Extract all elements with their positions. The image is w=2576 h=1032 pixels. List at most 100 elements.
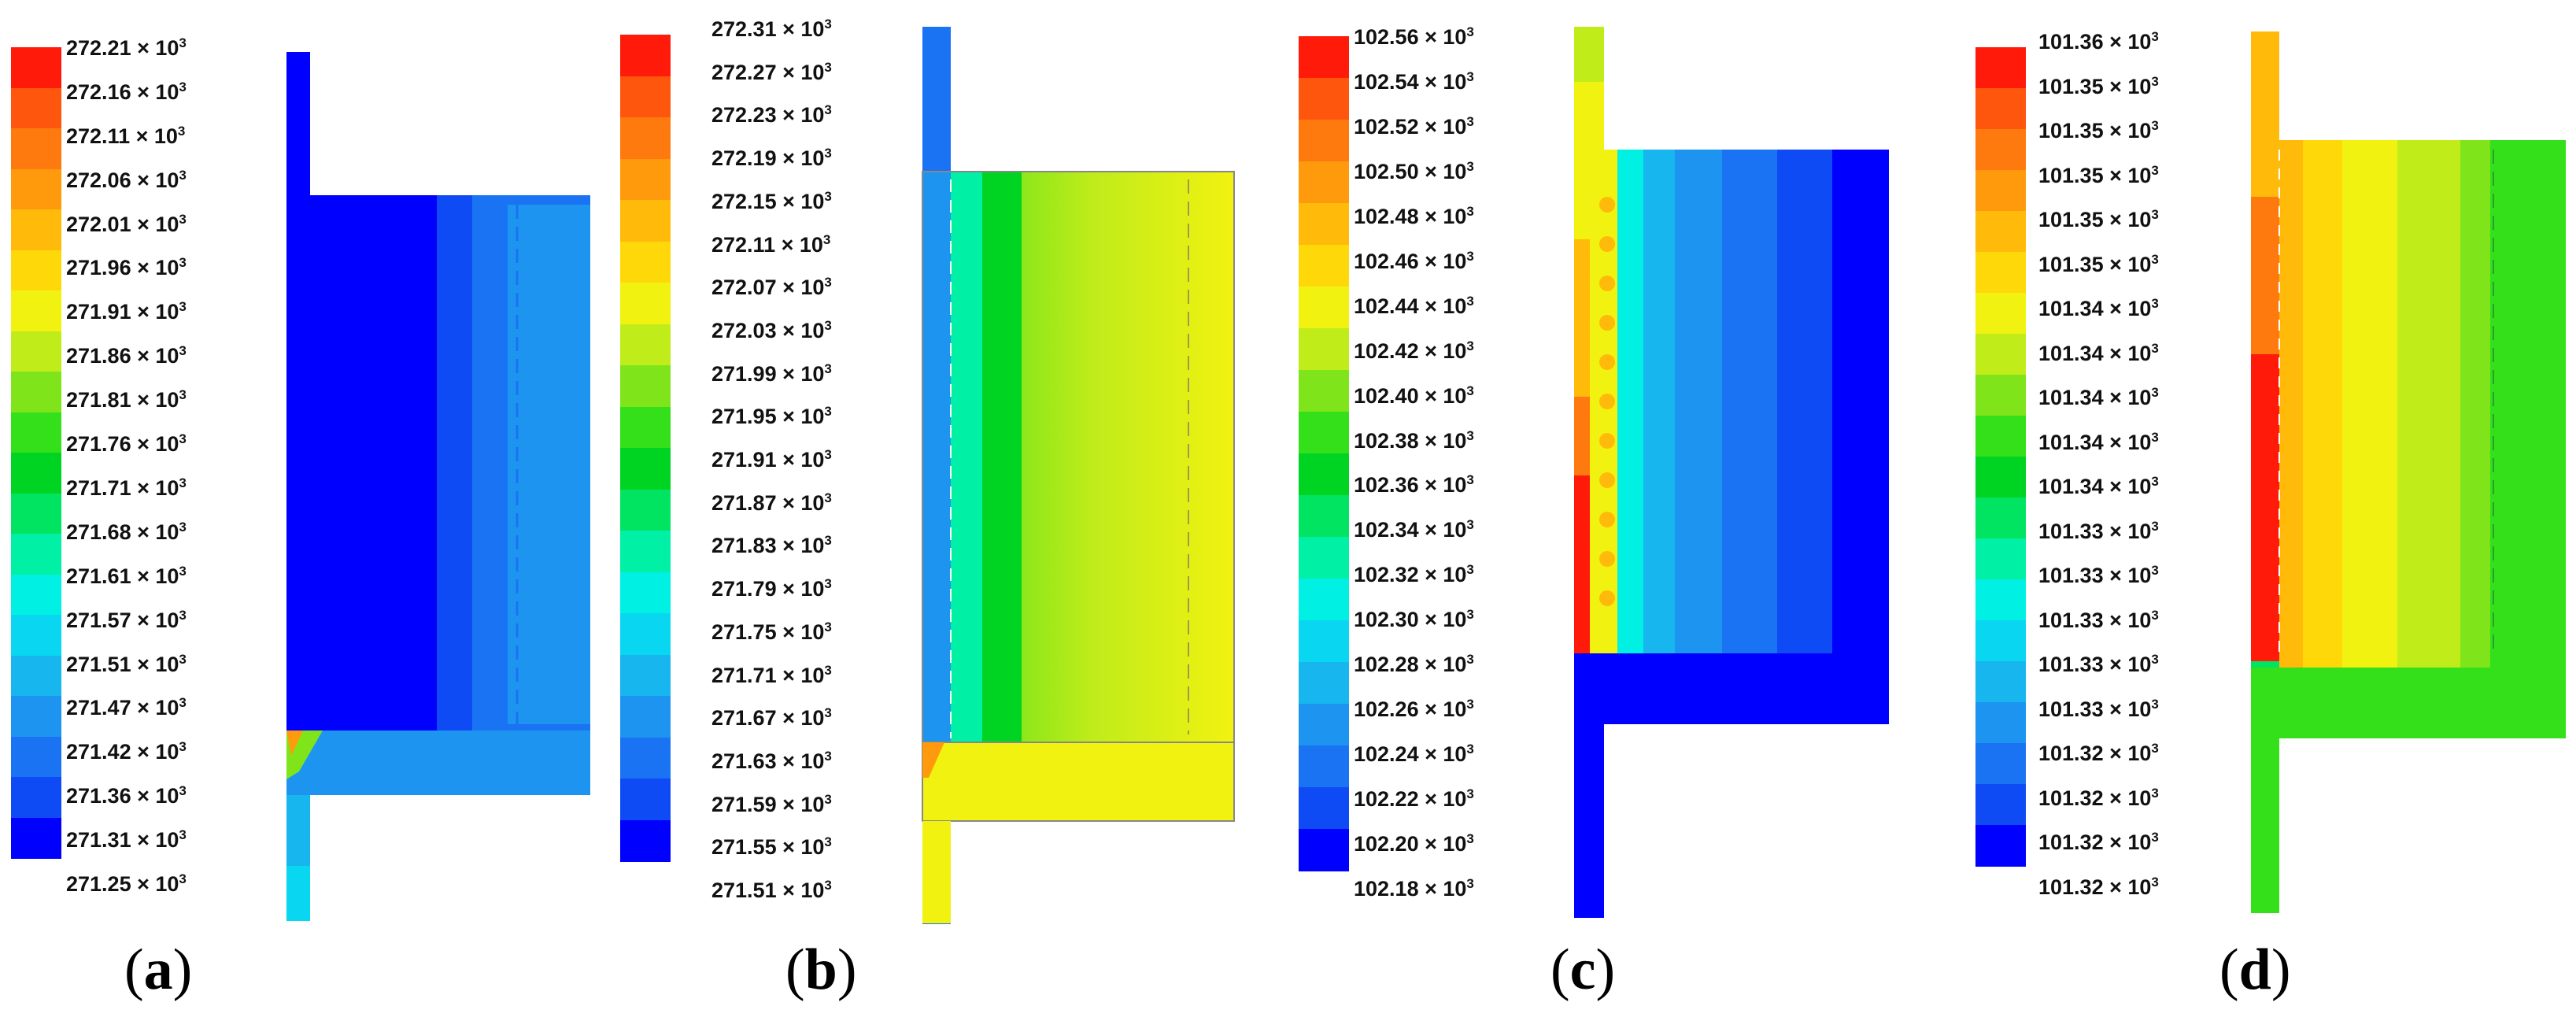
legend-swatch bbox=[1975, 825, 2026, 867]
legend-tick-label: 102.30 × 103 bbox=[1354, 607, 1474, 632]
legend-swatch bbox=[1975, 211, 2026, 253]
outlet-channel-d bbox=[2251, 668, 2566, 738]
legend-tick-label: 101.35 × 103 bbox=[2038, 251, 2159, 276]
outlet-channel-b bbox=[922, 742, 1235, 822]
legend-tick-label: 101.32 × 103 bbox=[2038, 830, 2159, 855]
legend-swatch bbox=[1299, 78, 1349, 120]
legend-swatch bbox=[620, 158, 671, 201]
legend-tick-label: 271.91 × 103 bbox=[66, 299, 187, 324]
legend-tick-label: 102.54 × 103 bbox=[1354, 68, 1474, 94]
legend-tick-label: 271.76 × 103 bbox=[66, 431, 187, 457]
legend-tick-label: 101.36 × 103 bbox=[2038, 29, 2159, 54]
legend-swatch bbox=[1975, 129, 2026, 171]
legend-swatch bbox=[620, 241, 671, 283]
panel-label-a: (a) bbox=[124, 938, 193, 1002]
legend-tick-label: 271.42 × 103 bbox=[66, 739, 187, 764]
legend-swatch bbox=[620, 571, 671, 614]
legend-tick-label: 101.35 × 103 bbox=[2038, 162, 2159, 187]
contour-plot-b bbox=[922, 27, 1235, 924]
legend-swatch bbox=[620, 613, 671, 655]
legend-swatch bbox=[11, 817, 61, 859]
color-legend-d bbox=[1975, 47, 2026, 867]
legend-swatch bbox=[11, 168, 61, 210]
legend-swatch bbox=[1975, 252, 2026, 294]
legend-swatch bbox=[620, 117, 671, 159]
legend-swatch bbox=[1299, 287, 1349, 329]
legend-swatch bbox=[620, 448, 671, 490]
legend-tick-label: 102.20 × 103 bbox=[1354, 831, 1474, 856]
legend-swatch bbox=[620, 76, 671, 118]
legend-tick-label: 272.16 × 103 bbox=[66, 79, 187, 104]
legend-swatch bbox=[11, 128, 61, 169]
panel-label-c: (c) bbox=[1550, 938, 1616, 1002]
legend-tick-label: 101.35 × 103 bbox=[2038, 73, 2159, 98]
legend-swatch bbox=[1975, 620, 2026, 662]
legend-tick-label: 101.34 × 103 bbox=[2038, 474, 2159, 499]
legend-tick-label: 101.33 × 103 bbox=[2038, 563, 2159, 588]
legend-tick-label: 102.44 × 103 bbox=[1354, 293, 1474, 318]
legend-tick-label: 102.24 × 103 bbox=[1354, 742, 1474, 767]
legend-tick-label: 271.87 × 103 bbox=[711, 490, 832, 515]
legend-swatch bbox=[1975, 784, 2026, 826]
legend-tick-label: 101.34 × 103 bbox=[2038, 429, 2159, 454]
legend-tick-label: 272.21 × 103 bbox=[66, 35, 187, 60]
legend-swatch bbox=[1299, 495, 1349, 538]
legend-swatch bbox=[1299, 120, 1349, 162]
legend-swatch bbox=[11, 290, 61, 331]
legend-swatch bbox=[620, 35, 671, 76]
legend-tick-label: 272.03 × 103 bbox=[711, 317, 832, 342]
legend-tick-label: 102.48 × 103 bbox=[1354, 203, 1474, 228]
legend-swatch bbox=[620, 654, 671, 697]
legend-swatch bbox=[11, 412, 61, 453]
legend-tick-label: 272.06 × 103 bbox=[66, 167, 187, 192]
legend-tick-label: 271.99 × 103 bbox=[711, 361, 832, 386]
legend-tick-label: 102.56 × 103 bbox=[1354, 24, 1474, 49]
legend-swatch bbox=[1299, 662, 1349, 705]
legend-tick-label: 101.32 × 103 bbox=[2038, 741, 2159, 766]
legend-swatch bbox=[620, 737, 671, 779]
legend-swatch bbox=[11, 696, 61, 737]
contour-plot-d bbox=[2251, 31, 2566, 913]
legend-tick-label: 271.86 × 103 bbox=[66, 343, 187, 368]
legend-swatch bbox=[11, 250, 61, 291]
panel-a: 272.21 × 103 272.16 × 103 272.11 × 103 272.… bbox=[0, 0, 630, 1032]
legend-tick-label: 271.71 × 103 bbox=[66, 475, 187, 500]
legend-tick-label: 102.38 × 103 bbox=[1354, 427, 1474, 453]
legend-swatch bbox=[1975, 702, 2026, 744]
legend-tick-label: 101.33 × 103 bbox=[2038, 607, 2159, 632]
legend-tick-label: 272.31 × 103 bbox=[711, 17, 832, 41]
legend-tick-label: 271.61 × 103 bbox=[66, 563, 187, 588]
legend-swatch bbox=[11, 453, 61, 494]
contour-plot-c bbox=[1574, 27, 1889, 918]
color-legend-c bbox=[1299, 36, 1349, 871]
legend-swatch bbox=[1975, 457, 2026, 498]
legend-swatch bbox=[1299, 203, 1349, 246]
legend-tick-label: 271.95 × 103 bbox=[711, 404, 832, 429]
legend-tick-label: 271.51 × 103 bbox=[66, 651, 187, 676]
legend-swatch bbox=[1299, 537, 1349, 579]
legend-tick-label: 271.31 × 103 bbox=[66, 827, 187, 853]
legend-tick-label: 101.35 × 103 bbox=[2038, 118, 2159, 143]
legend-swatch bbox=[1975, 538, 2026, 580]
color-legend-a bbox=[11, 47, 61, 859]
legend-tick-label: 101.33 × 103 bbox=[2038, 518, 2159, 543]
legend-swatch bbox=[1975, 579, 2026, 621]
legend-swatch bbox=[11, 87, 61, 129]
legend-swatch bbox=[1299, 412, 1349, 454]
legend-swatch bbox=[1975, 334, 2026, 375]
legend-swatch bbox=[1975, 170, 2026, 212]
legend-tick-label: 271.25 × 103 bbox=[66, 871, 187, 896]
legend-swatch bbox=[1975, 375, 2026, 416]
legend-swatch bbox=[1299, 620, 1349, 663]
legend-tick-label: 271.83 × 103 bbox=[711, 533, 832, 558]
legend-tick-label: 271.68 × 103 bbox=[66, 519, 187, 544]
legend-tick-label: 101.34 × 103 bbox=[2038, 340, 2159, 365]
legend-tick-label: 271.57 × 103 bbox=[66, 607, 187, 632]
legend-swatch bbox=[620, 819, 671, 862]
legend-swatch bbox=[11, 372, 61, 412]
legend-swatch bbox=[1299, 704, 1349, 746]
legend-swatch bbox=[11, 493, 61, 534]
legend-tick-label: 271.81 × 103 bbox=[66, 387, 187, 412]
legend-tick-label: 102.36 × 103 bbox=[1354, 472, 1474, 498]
legend-swatch bbox=[11, 534, 61, 575]
